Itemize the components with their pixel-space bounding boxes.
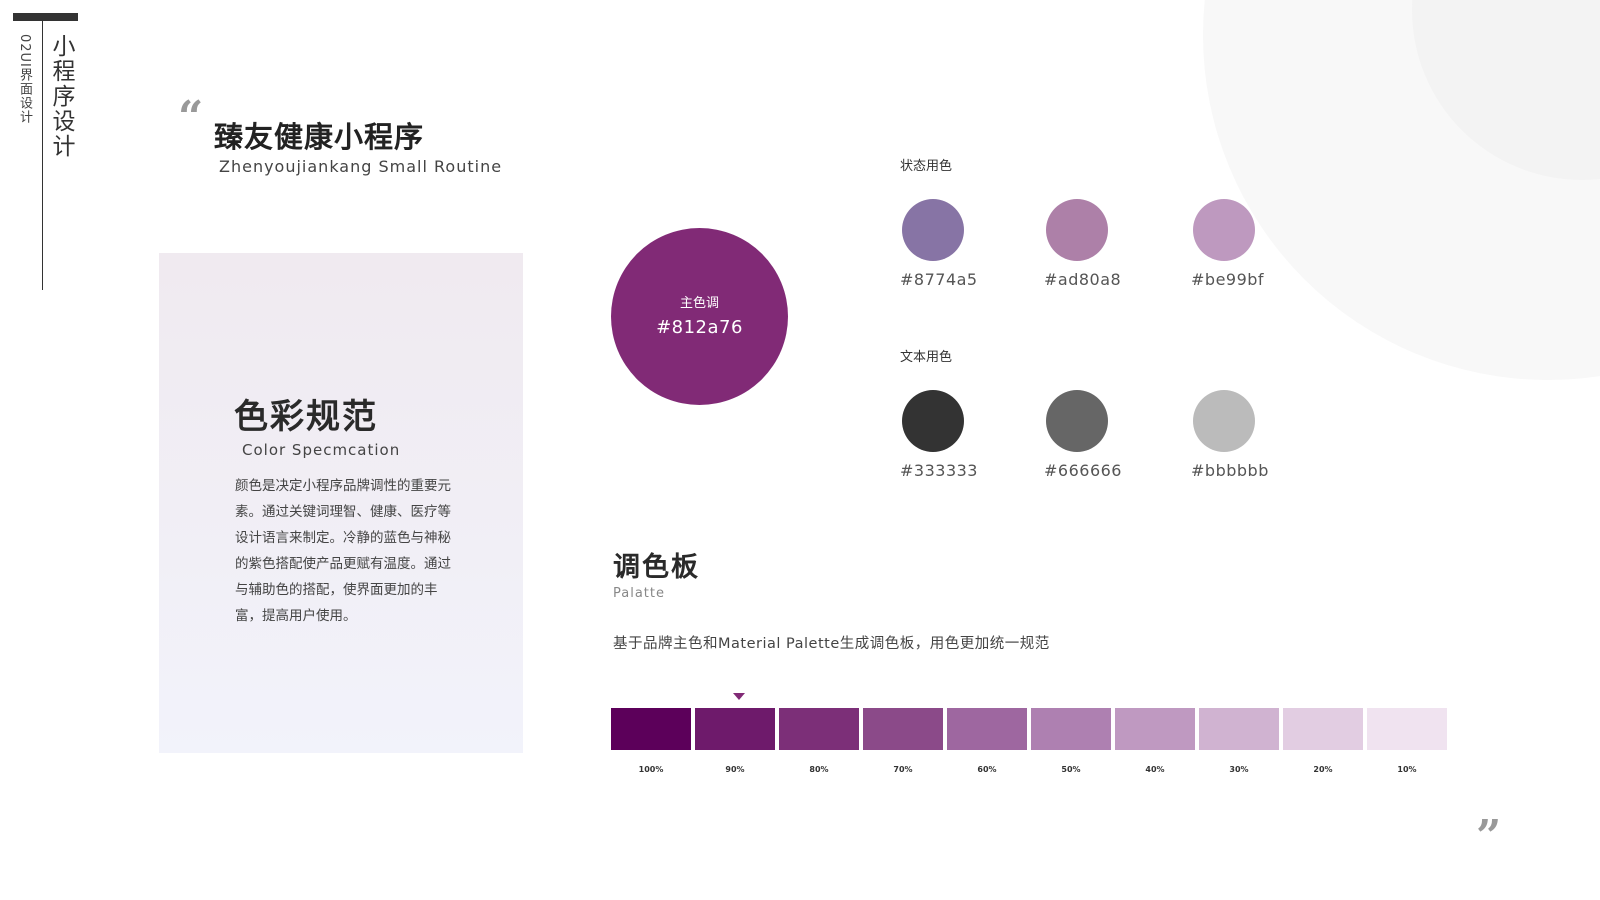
palette-tile-label-7: 40% — [1145, 765, 1165, 774]
palette-tile-label-2: 90% — [725, 765, 745, 774]
text-colors-label: 文本用色 — [900, 350, 953, 365]
status-swatch-1 — [902, 199, 964, 261]
primary-color-swatch: 主色调 #812a76 — [611, 228, 788, 405]
palette-tile-4 — [863, 708, 943, 750]
page-subtitle: Zhenyoujiankang Small Routine — [219, 157, 503, 176]
section-number-label: 02UI界面设计 — [17, 34, 32, 124]
palette-tile-label-5: 60% — [977, 765, 997, 774]
status-swatch-3-hex: #be99bf — [1191, 270, 1265, 289]
top-accent-bar — [13, 13, 78, 21]
palette-tile-label-6: 50% — [1061, 765, 1081, 774]
palette-tile-5 — [947, 708, 1027, 750]
text-swatch-3 — [1193, 390, 1255, 452]
palette-title: 调色板 — [613, 552, 700, 583]
text-swatch-3-hex: #bbbbbb — [1191, 461, 1269, 480]
side-divider-line — [42, 21, 43, 290]
text-swatch-2-hex: #666666 — [1044, 461, 1122, 480]
card-subtitle: Color Specmcation — [242, 441, 401, 459]
palette-subtitle: Palatte — [613, 586, 665, 601]
palette-tile-label-1: 100% — [638, 765, 664, 774]
palette-tile-7 — [1115, 708, 1195, 750]
palette-tile-label-3: 80% — [809, 765, 829, 774]
status-colors-label: 状态用色 — [900, 159, 953, 174]
palette-tile-6 — [1031, 708, 1111, 750]
palette-description: 基于品牌主色和Material Palette生成调色板，用色更加统一规范 — [613, 636, 1050, 652]
primary-color-label: 主色调 — [679, 296, 719, 311]
open-quote-icon: “ — [178, 92, 204, 143]
card-description: 颜色是决定小程序品牌调性的重要元素。通过关键词理智、健康、医疗等设计语言来制定。… — [235, 478, 451, 624]
text-swatch-2 — [1046, 390, 1108, 452]
primary-color-hex: #812a76 — [656, 317, 743, 338]
status-swatch-2-hex: #ad80a8 — [1044, 270, 1122, 289]
palette-tile-3 — [779, 708, 859, 750]
palette-tile-1 — [611, 708, 691, 750]
palette-marker-icon — [733, 693, 745, 700]
card-title: 色彩规范 — [234, 397, 378, 437]
status-swatch-3 — [1193, 199, 1255, 261]
page-title: 臻友健康小程序 — [214, 120, 425, 154]
status-swatch-2 — [1046, 199, 1108, 261]
color-spec-card: 色彩规范 Color Specmcation 颜色是决定小程序品牌调性的重要元素… — [159, 253, 523, 753]
palette-tile-label-4: 70% — [893, 765, 913, 774]
palette-tile-10 — [1367, 708, 1447, 750]
palette-tile-label-9: 20% — [1313, 765, 1333, 774]
palette-tile-9 — [1283, 708, 1363, 750]
close-quote-icon: ” — [1476, 811, 1502, 862]
palette-tile-label-10: 10% — [1397, 765, 1417, 774]
section-title-vertical: 小程序设计 — [48, 34, 74, 159]
palette-row — [611, 708, 1449, 750]
palette-tile-2 — [695, 708, 775, 750]
text-swatch-1-hex: #333333 — [900, 461, 978, 480]
palette-tile-label-8: 30% — [1229, 765, 1249, 774]
status-swatch-1-hex: #8774a5 — [900, 270, 978, 289]
text-swatch-1 — [902, 390, 964, 452]
palette-tile-8 — [1199, 708, 1279, 750]
